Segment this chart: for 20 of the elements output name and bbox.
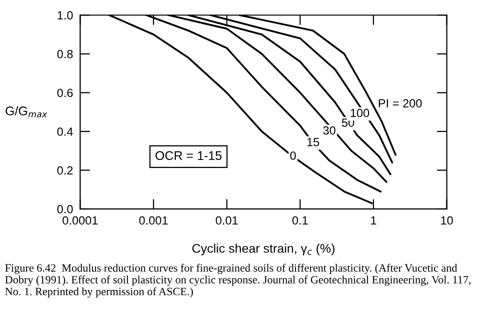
y-axis-title: G/G$_{max}$ — [6, 106, 48, 118]
annotation: 15 — [307, 138, 320, 146]
x-tick-label: 1 — [371, 216, 376, 224]
annotation: 100 — [350, 108, 370, 118]
x-tick-label: 0.01 — [216, 216, 238, 225]
annotation: OCR = 1-15 — [156, 151, 222, 160]
x-tick-label: 0.1 — [292, 216, 308, 225]
x-tick-label: 0.0001 — [62, 216, 98, 225]
y-tick-label: 0.4 — [57, 127, 73, 136]
y-tick-label: 0.6 — [57, 88, 73, 98]
annotation: PI = 200 — [378, 99, 422, 108]
x-axis-title: Cyclic shear strain, γ$_{c}$ (%) — [192, 244, 334, 256]
x-tick-label: 10 — [441, 216, 453, 225]
y-tick-label: 0.8 — [57, 50, 73, 58]
y-tick-label: 1.0 — [58, 11, 73, 20]
caption: Figure 6.42 Modulus reduction curves for fine-grained soils of different plasticity. (After Vucetic and Dobry (1991). Effect of soil plasticity on cyclic response. Journal of Geotechnical Engineering, Vol. 117, No. 1. Reprinted by permission of ASCE.) — [5, 264, 471, 298]
y-tick-label: 0.0 — [57, 205, 73, 214]
annotation: 30 — [323, 126, 336, 135]
y-tick-label: 0.2 — [57, 166, 73, 175]
x-tick-label: 0.001 — [139, 216, 168, 225]
